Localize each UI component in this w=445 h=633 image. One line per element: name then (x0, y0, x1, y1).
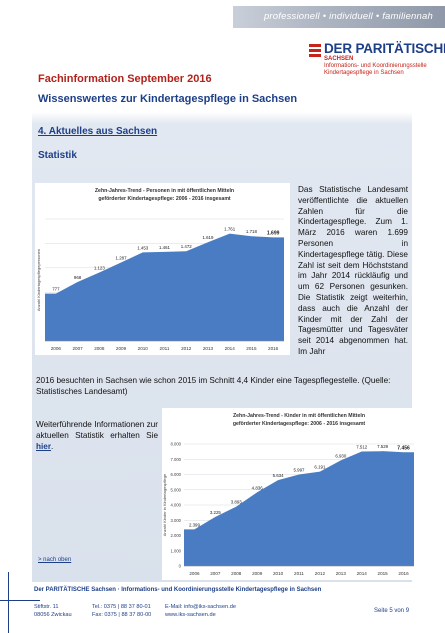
chart-data-label: 1.461 (159, 245, 171, 250)
chart-subtitle: geförderter Kindertagespflege: 2006 - 20… (98, 196, 231, 202)
chart-y-tick-label: 0 (179, 564, 182, 569)
chart-data-label: 1.453 (137, 245, 149, 250)
logo-subtitle: SACHSEN Informations- und Koordinierungs… (324, 56, 427, 77)
chart-data-label: 1.472 (181, 244, 193, 249)
chart-x-tick-label: 2006 (51, 346, 62, 351)
chart-x-tick-label: 2007 (72, 346, 83, 351)
chart-x-tick-label: 2015 (246, 346, 257, 351)
footer-phone: Tel.: 0375 | 88 37 80-01 Fax: 0375 | 88 … (92, 603, 151, 619)
chart-data-label: 1.619 (202, 235, 214, 240)
chart-x-tick-label: 2016 (398, 571, 409, 576)
subsection-heading: Statistik (38, 150, 77, 161)
chart-data-label: 1.287 (116, 255, 128, 260)
chart-y-axis-label: Anzahl Kinder in Kindertagespflege (162, 473, 167, 536)
footer-tel: Tel.: 0375 | 88 37 80-01 (92, 604, 151, 610)
chart-data-label: 1.123 (94, 265, 106, 270)
chart-data-label: 6.930 (335, 453, 347, 458)
chart-personen: Zehn-Jahres-Trend - Personen in mit öffe… (35, 183, 290, 355)
logo-sub-line2: Informations- und Koordinierungsstelle (324, 63, 427, 69)
chart-y-tick-label: 3.000 (171, 518, 182, 523)
chart-area-series (184, 451, 414, 566)
chart-x-tick-label: 2011 (160, 346, 170, 351)
chart-title: Zehn-Jahres-Trend - Personen in mit öffe… (95, 188, 234, 194)
chart-y-tick-label: 6.000 (171, 472, 182, 477)
chart-kinder: Zehn-Jahres-Trend - Kinder in mit öffent… (162, 408, 420, 580)
chart-data-label: 3.225 (210, 510, 222, 515)
chart-data-label: 7.512 (356, 444, 368, 449)
footer-horizontal-rule (0, 600, 40, 601)
chart-data-label: 7.456 (397, 445, 410, 451)
chart-y-tick-label: 2.000 (171, 533, 182, 538)
chart-x-tick-label: 2013 (336, 571, 347, 576)
footer-vertical-rule (8, 572, 9, 633)
chart-title: Zehn-Jahres-Trend - Kinder in mit öffent… (233, 413, 365, 419)
footer-address-street: Stiftstr. 11 (34, 604, 59, 610)
logo-sub-region: SACHSEN (324, 56, 354, 62)
header-banner: professionell • individuell • familienna… (233, 6, 445, 28)
footer-address-city: 08056 Zwickau (34, 612, 72, 618)
more-info-link[interactable]: hier (36, 441, 52, 451)
chart-y-tick-label: 5.000 (171, 487, 182, 492)
chart-y-tick-label: 7.000 (171, 457, 182, 462)
chart-data-label: 1.761 (224, 227, 236, 232)
chart-x-tick-label: 2006 (189, 571, 200, 576)
chart-y-tick-label: 1.000 (171, 548, 182, 553)
paragraph-statistik-full: 2016 besuchten in Sachsen wie schon 2015… (36, 376, 391, 396)
footer-org-line: Der PARITÄTISCHE Sachsen · Informations-… (34, 587, 322, 593)
chart-data-label: 7.529 (377, 444, 389, 449)
paragraph-more-info: Weiterführende Informationen zur aktuell… (36, 420, 158, 452)
chart-x-tick-label: 2010 (138, 346, 149, 351)
chart-x-tick-label: 2011 (294, 571, 304, 576)
footer-contact: E-Mail: info@iks-sachsen.de www.iks-sach… (165, 603, 236, 619)
chart-x-tick-label: 2016 (268, 346, 279, 351)
chart-data-label: 777 (52, 287, 60, 292)
banner-text: professionell • individuell • familienna… (263, 11, 433, 22)
chart-area-series (45, 233, 284, 341)
chart-x-tick-label: 2012 (181, 346, 192, 351)
paritaetische-logo-icon (309, 44, 321, 58)
chart-subtitle: geförderter Kindertagespflege: 2006 - 20… (233, 421, 366, 427)
chart-x-tick-label: 2008 (94, 346, 105, 351)
chart-data-label: 1.718 (246, 229, 258, 234)
document-title: Fachinformation September 2016 (38, 73, 212, 85)
chart-x-tick-label: 2014 (357, 571, 368, 576)
more-info-end: . (51, 441, 54, 451)
chart-x-tick-label: 2015 (378, 571, 389, 576)
chart-x-tick-label: 2013 (203, 346, 214, 351)
section-heading: 4. Aktuelles aus Sachsen (38, 126, 158, 137)
footer-web[interactable]: www.iks-sachsen.de (165, 612, 216, 618)
page-number: Seite 5 von 9 (374, 608, 410, 614)
footer-fax: Fax: 0375 | 88 37 80-00 (92, 612, 152, 618)
logo-name: DER PARITÄTISCHE (324, 41, 445, 56)
chart-data-label: 6.191 (314, 465, 326, 470)
chart-data-label: 4.836 (252, 485, 264, 490)
chart-data-label: 5.634 (273, 473, 285, 478)
chart-x-tick-label: 2008 (231, 571, 242, 576)
paragraph-statistik-wrapped: Das Statistische Landesamt veröffentlich… (298, 185, 408, 356)
chart-y-axis-label: Anzahl Kindertagespflegepersonen (36, 249, 41, 311)
document-subtitle: Wissenswertes zur Kindertagespflege in S… (38, 93, 298, 105)
chart-data-label: 3.893 (231, 500, 243, 505)
chart-x-tick-label: 2012 (315, 571, 326, 576)
chart-data-label: 2.399 (189, 522, 201, 527)
chart-y-tick-label: 8.000 (171, 442, 182, 447)
chart-x-tick-label: 2009 (116, 346, 127, 351)
chart-y-tick-label: 4.000 (171, 503, 182, 508)
chart-data-label: 1.699 (267, 230, 280, 236)
logo-sub-line3: Kindertagespflege in Sachsen (324, 70, 404, 76)
footer-address: Stiftstr. 11 08056 Zwickau (34, 603, 72, 619)
chart-x-tick-label: 2010 (273, 571, 284, 576)
more-info-text: Weiterführende Informationen zur aktuell… (36, 420, 158, 440)
back-to-top-link[interactable]: > nach oben (38, 557, 72, 563)
chart-data-label: 5.997 (294, 468, 306, 473)
footer-email[interactable]: E-Mail: info@iks-sachsen.de (165, 604, 236, 610)
chart-x-tick-label: 2009 (252, 571, 263, 576)
chart-data-label: 968 (74, 275, 82, 280)
chart-x-tick-label: 2014 (225, 346, 236, 351)
chart-x-tick-label: 2007 (210, 571, 221, 576)
